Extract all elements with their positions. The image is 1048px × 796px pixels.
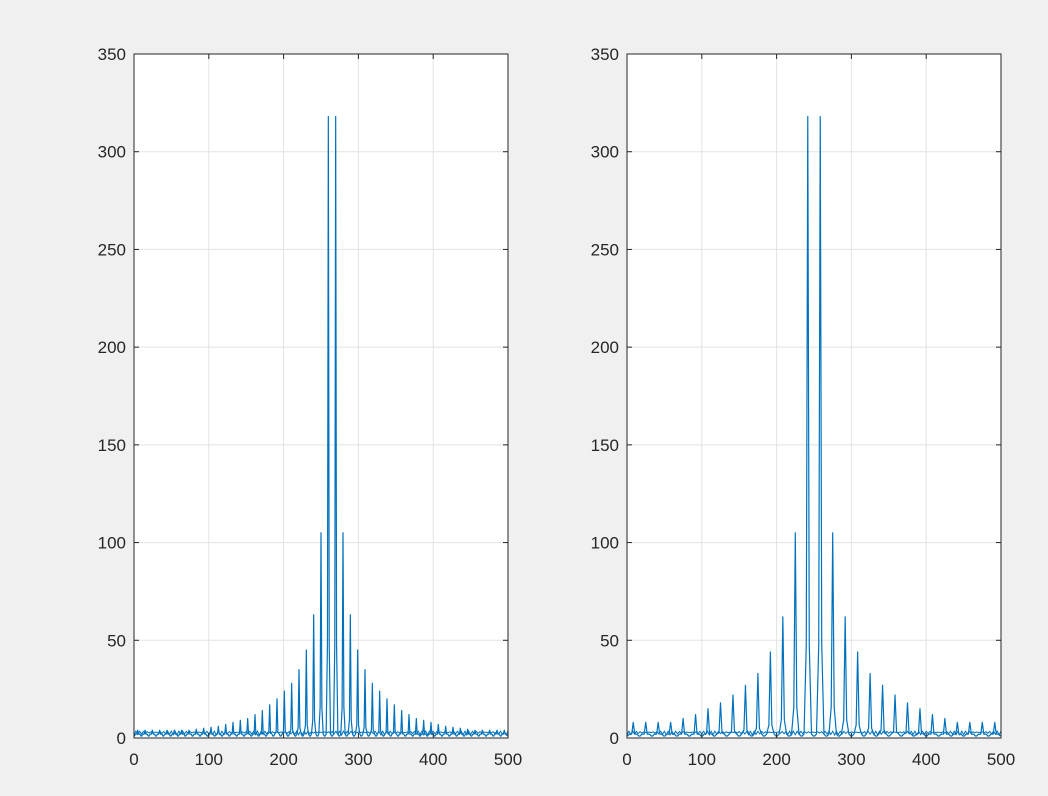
right-series-baseline bbox=[626, 730, 1002, 737]
left-y-tick-label: 250 bbox=[98, 240, 126, 259]
left-y-tick-label: 350 bbox=[98, 45, 126, 64]
right-axes: 0 100 200 300 400 500 0 50 100 150 200 250 300 350 bbox=[591, 45, 1016, 769]
right-y-tick-label: 250 bbox=[591, 240, 619, 259]
left-y-tick-label: 200 bbox=[98, 338, 126, 357]
left-y-tick-label: 50 bbox=[107, 631, 126, 650]
right-y-tick-label: 300 bbox=[591, 143, 619, 162]
right-y-tick-label: 200 bbox=[591, 338, 619, 357]
left-x-tick-label: 200 bbox=[269, 750, 297, 769]
left-x-tick-label: 300 bbox=[344, 750, 372, 769]
right-plot-area bbox=[627, 54, 1001, 738]
left-series-baseline bbox=[133, 730, 509, 737]
right-y-tick-label: 100 bbox=[591, 534, 619, 553]
left-y-tick-label: 300 bbox=[98, 143, 126, 162]
left-x-tick-label: 100 bbox=[195, 750, 223, 769]
left-y-tick-label: 150 bbox=[98, 436, 126, 455]
left-series-line bbox=[133, 115, 509, 737]
left-x-tick-label: 400 bbox=[419, 750, 447, 769]
left-axes-frame bbox=[133, 53, 509, 739]
right-y-tick-label: 350 bbox=[591, 45, 619, 64]
left-x-tick-label: 0 bbox=[129, 750, 138, 769]
right-axes-frame bbox=[626, 53, 1002, 739]
right-y-tick-label: 0 bbox=[610, 729, 619, 748]
left-y-tick-label: 0 bbox=[117, 729, 126, 748]
right-x-tick-label: 200 bbox=[762, 750, 790, 769]
right-x-tick-label: 0 bbox=[622, 750, 631, 769]
right-y-tick-label: 150 bbox=[591, 436, 619, 455]
right-x-tick-label: 100 bbox=[688, 750, 716, 769]
right-series-line bbox=[627, 115, 1001, 737]
right-x-tick-label: 500 bbox=[987, 750, 1015, 769]
right-x-tick-label: 300 bbox=[837, 750, 865, 769]
left-y-tick-label: 100 bbox=[98, 534, 126, 553]
left-axes: 0 100 200 300 400 500 0 50 100 150 200 250 300 350 bbox=[98, 45, 523, 769]
right-y-tick-label: 50 bbox=[600, 631, 619, 650]
left-x-tick-label: 500 bbox=[494, 750, 522, 769]
right-x-tick-label: 400 bbox=[912, 750, 940, 769]
